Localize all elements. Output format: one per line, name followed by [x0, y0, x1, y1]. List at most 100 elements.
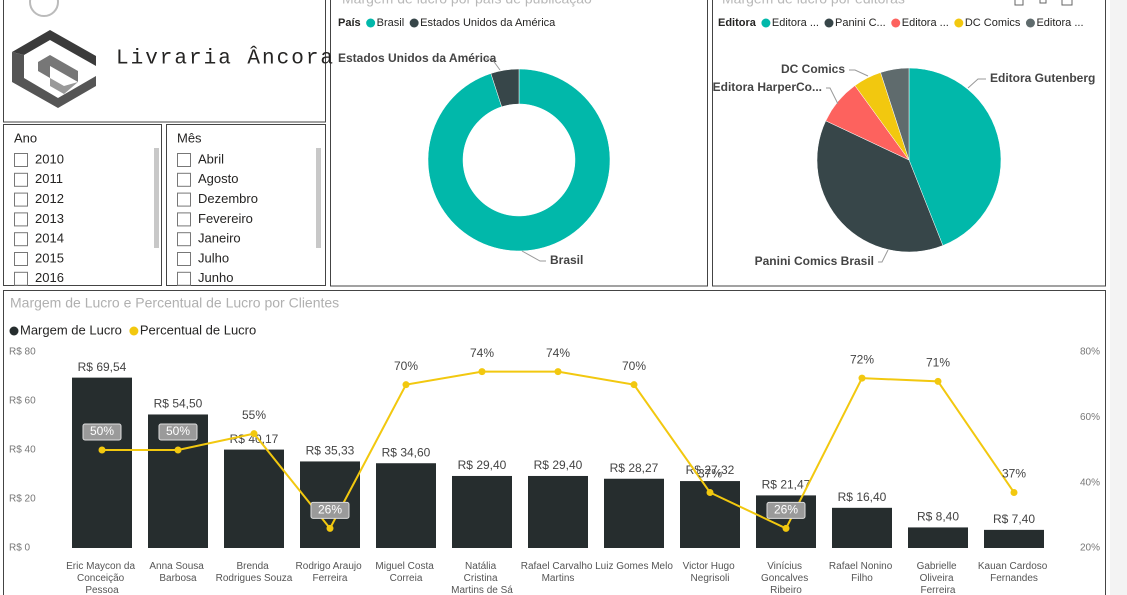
legend-marker	[1025, 18, 1035, 28]
slicer-panel	[166, 124, 326, 286]
line-value-label: 72%	[850, 352, 874, 366]
legend-marker	[9, 326, 19, 336]
chart-title: Margem de lucro por país de publicação	[342, 0, 592, 7]
leader-line	[486, 58, 501, 71]
slicer-checkbox[interactable]	[177, 192, 191, 207]
bar-value-label: R$ 21,47	[762, 478, 811, 492]
bar	[908, 527, 968, 548]
x-tick-label: Rafael Nonino Filho	[829, 561, 895, 584]
bar-value-label: R$ 28,27	[610, 461, 659, 475]
y-tick-label: R$ 20	[9, 494, 36, 505]
data-label: Editora Gutenberg	[990, 71, 1095, 85]
slicer-checkbox[interactable]	[14, 172, 28, 187]
slicer-item: Julho	[198, 250, 229, 265]
data-label: Panini Comics Brasil	[755, 254, 874, 268]
line-value-label: 37%	[698, 467, 722, 481]
slice	[816, 120, 944, 253]
line-point	[858, 374, 866, 382]
line-value-label: 71%	[926, 356, 950, 370]
label-background	[158, 423, 198, 441]
slicer-checkbox[interactable]	[177, 232, 191, 247]
slicer-checkbox[interactable]	[177, 252, 191, 266]
slicer-checkbox[interactable]	[14, 232, 28, 247]
slicer-title: Ano	[14, 130, 37, 145]
bar	[72, 377, 132, 548]
slicer-item: Agosto	[198, 171, 238, 186]
y2-tick-label: 40%	[1080, 477, 1100, 488]
bar-value-label: R$ 35,33	[306, 444, 355, 458]
x-tick-label: Brenda Rodrigues Souza	[216, 561, 293, 584]
legend-label: Editora ...	[1036, 17, 1083, 29]
bar-value-label: R$ 54,50	[154, 397, 203, 411]
logo-panel	[3, 0, 326, 123]
legend-label: Panini C...	[835, 17, 886, 29]
slicer-item: Dezembro	[198, 191, 258, 206]
x-tick-label: Vinícius Goncalves Ribeiro	[761, 561, 811, 595]
line-point	[706, 488, 714, 496]
legend-label: DC Comics	[965, 17, 1021, 29]
slicer-checkbox[interactable]	[177, 153, 191, 167]
x-tick-label: Rodrigo Araujo Ferreira	[296, 561, 365, 584]
line-point	[478, 368, 486, 376]
slicer-checkbox[interactable]	[14, 271, 28, 286]
leader-line	[878, 249, 889, 263]
logo-icon	[12, 0, 96, 108]
slicer-checkbox[interactable]	[177, 172, 191, 187]
x-tick-label: Victor Hugo Negrisoli	[683, 561, 738, 584]
x-tick-label: Luiz Gomes Melo	[595, 561, 673, 572]
slice	[427, 68, 611, 252]
leader-line	[849, 69, 869, 77]
data-label: Editora HarperCo...	[713, 80, 822, 94]
bar-value-label: R$ 34,60	[382, 445, 431, 459]
visual-header-icons	[1014, 0, 1073, 6]
slicer-item: 2011	[35, 171, 63, 186]
line-value-label: 26%	[774, 503, 798, 517]
slicer-item: 2013	[35, 211, 64, 226]
logo-text: Livraria Âncora	[116, 47, 335, 71]
bar-value-label: R$ 29,40	[534, 458, 583, 472]
leader-line	[826, 87, 839, 105]
bar	[528, 475, 588, 548]
slice	[908, 67, 1002, 246]
line-value-label: 74%	[546, 346, 570, 360]
slicer-checkbox[interactable]	[14, 153, 28, 167]
legend-label: Brasil	[377, 17, 405, 29]
line-value-label: 55%	[242, 408, 266, 422]
legend-label: Editora ...	[902, 17, 949, 29]
slicer-scrollbar	[154, 148, 159, 248]
x-tick-label: Eric Maycon da Conceição Pessoa	[66, 561, 138, 595]
x-tick-label: Natália Cristina Martins de Sá	[451, 561, 513, 595]
slicer-checkbox[interactable]	[177, 212, 191, 227]
bar-value-label: R$ 69,54	[78, 360, 127, 374]
slicer-item: 2015	[35, 250, 64, 265]
line-point	[98, 446, 106, 454]
bar-value-label: R$ 29,40	[458, 458, 507, 472]
slicer-checkbox[interactable]	[177, 271, 191, 286]
line-point	[782, 524, 790, 532]
line-value-label: 70%	[394, 359, 418, 373]
x-tick-label: Kauan Cardoso Fernandes	[978, 561, 1050, 584]
line-point	[326, 524, 334, 532]
x-tick-label: Miguel Costa Correia	[375, 561, 436, 584]
legend-marker	[761, 18, 771, 28]
slice	[490, 68, 520, 108]
slicer-checkbox[interactable]	[14, 212, 28, 227]
line-point	[174, 446, 182, 454]
legend-label: Margem de Lucro	[20, 322, 122, 337]
line-value-label: 50%	[90, 424, 114, 438]
line-point	[402, 381, 410, 389]
line-point	[1010, 488, 1018, 496]
slicer-item: Fevereiro	[198, 211, 253, 226]
slicer-item: 2016	[35, 270, 64, 285]
legend-marker	[129, 326, 139, 336]
data-label: DC Comics	[781, 62, 845, 76]
legend-label: Percentual de Lucro	[140, 322, 256, 337]
bar	[604, 478, 664, 548]
slicer-checkbox[interactable]	[14, 192, 28, 207]
legend-title: País	[338, 17, 361, 29]
line-value-label: 50%	[166, 424, 190, 438]
slicer-checkbox[interactable]	[14, 252, 28, 266]
chart-title: Margem de lucro por editoras	[722, 0, 905, 7]
bar	[376, 463, 436, 548]
